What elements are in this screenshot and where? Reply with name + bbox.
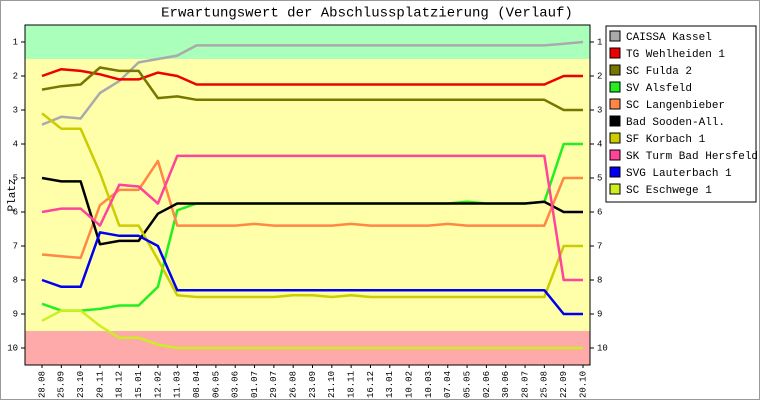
x-tick-label: 21.10 [327,371,337,398]
legend-label: SC Fulda 2 [626,66,692,78]
y2-tick-label: 1 [597,37,602,47]
y2-tick-label: 7 [597,241,602,251]
plot-border [24,24,591,366]
x-tick-label: 08.04 [192,371,202,398]
legend-swatch [609,149,621,161]
legend-box [605,25,757,203]
x-tick-label: 18.12 [115,371,125,398]
x-tick-label: 18.11 [347,371,357,398]
x-tick-label: 13.01 [385,371,395,398]
series-line [41,112,583,299]
legend-swatch [609,98,621,110]
series-line [41,231,583,316]
x-tick-label: 11.03 [173,371,183,398]
y2-tick-label: 4 [597,139,602,149]
y-tick-label: 4 [13,139,18,149]
x-tick-label: 07.04 [443,371,453,398]
x-tick-label: 10.03 [424,371,434,398]
x-tick-label: 10.02 [404,371,414,398]
x-tick-label: 06.05 [211,371,221,398]
x-tick-label: 23.09 [308,371,318,398]
legend-swatch [609,132,621,144]
y-tick-label: 5 [13,173,18,183]
legend-label: TG Wehlheiden 1 [626,49,725,61]
legend-swatch [609,183,621,195]
band [25,59,590,331]
y2-tick-label: 5 [597,173,602,183]
y-tick-label: 10 [7,343,18,353]
legend-label: SVG Lauterbach 1 [626,168,732,180]
y-tick-label: 8 [13,275,18,285]
series-line [41,40,584,126]
x-tick-label: 22.09 [559,371,569,398]
legend-swatch [609,30,621,42]
x-tick-label: 16.12 [366,371,376,398]
y2-tick-label: 3 [597,105,602,115]
y-axis-label: Platz [7,178,19,211]
series-line [41,159,583,260]
y-tick-label: 2 [13,71,18,81]
series-line [41,66,583,112]
legend-swatch [609,166,621,178]
y2-tick-label: 6 [597,207,602,217]
legend-swatch [609,64,621,76]
x-tick-label: 23.10 [76,371,86,398]
chart-title: Erwartungswert der Abschlussplatzierung … [161,6,573,22]
legend-label: Bad Sooden-All. [626,117,725,129]
series-line [41,176,583,246]
x-tick-label: 15.01 [134,371,144,398]
x-tick-label: 03.06 [231,371,241,398]
legend-label: SF Korbach 1 [626,134,706,146]
y-tick-label: 6 [13,207,18,217]
series-line [41,309,583,350]
legend-label: SK Turm Bad Hersfeld [626,151,758,163]
y2-tick-label: 8 [597,275,602,285]
y-tick-label: 1 [13,37,18,47]
band [25,25,590,59]
legend-swatch [609,115,621,127]
series-line [41,154,583,282]
x-tick-label: 25.08 [540,371,550,398]
x-tick-label: 28.08 [37,371,47,398]
x-tick-label: 30.06 [501,371,511,398]
y2-tick-label: 9 [597,309,602,319]
legend-swatch [609,81,621,93]
legend-label: SC Langenbieber [626,100,725,112]
x-tick-label: 29.07 [269,371,279,398]
x-tick-label: 28.07 [520,371,530,398]
x-tick-label: 02.06 [482,371,492,398]
y-tick-label: 7 [13,241,18,251]
x-tick-label: 20.10 [578,371,588,398]
x-tick-label: 26.08 [289,371,299,398]
x-tick-label: 20.11 [95,371,105,398]
y2-tick-label: 10 [597,343,608,353]
legend-label: SV Alsfeld [626,83,692,95]
legend-label: SC Eschwege 1 [626,185,712,197]
x-tick-label: 05.05 [462,371,472,398]
x-tick-label: 12.02 [153,371,163,398]
legend-label: CAISSA Kassel [626,32,712,44]
y-tick-label: 9 [13,309,18,319]
y-tick-label: 3 [13,105,18,115]
y2-tick-label: 2 [597,71,602,81]
legend-swatch [609,47,621,59]
series-line [41,67,583,86]
x-tick-label: 25.09 [57,371,67,398]
x-tick-label: 01.07 [250,371,260,398]
